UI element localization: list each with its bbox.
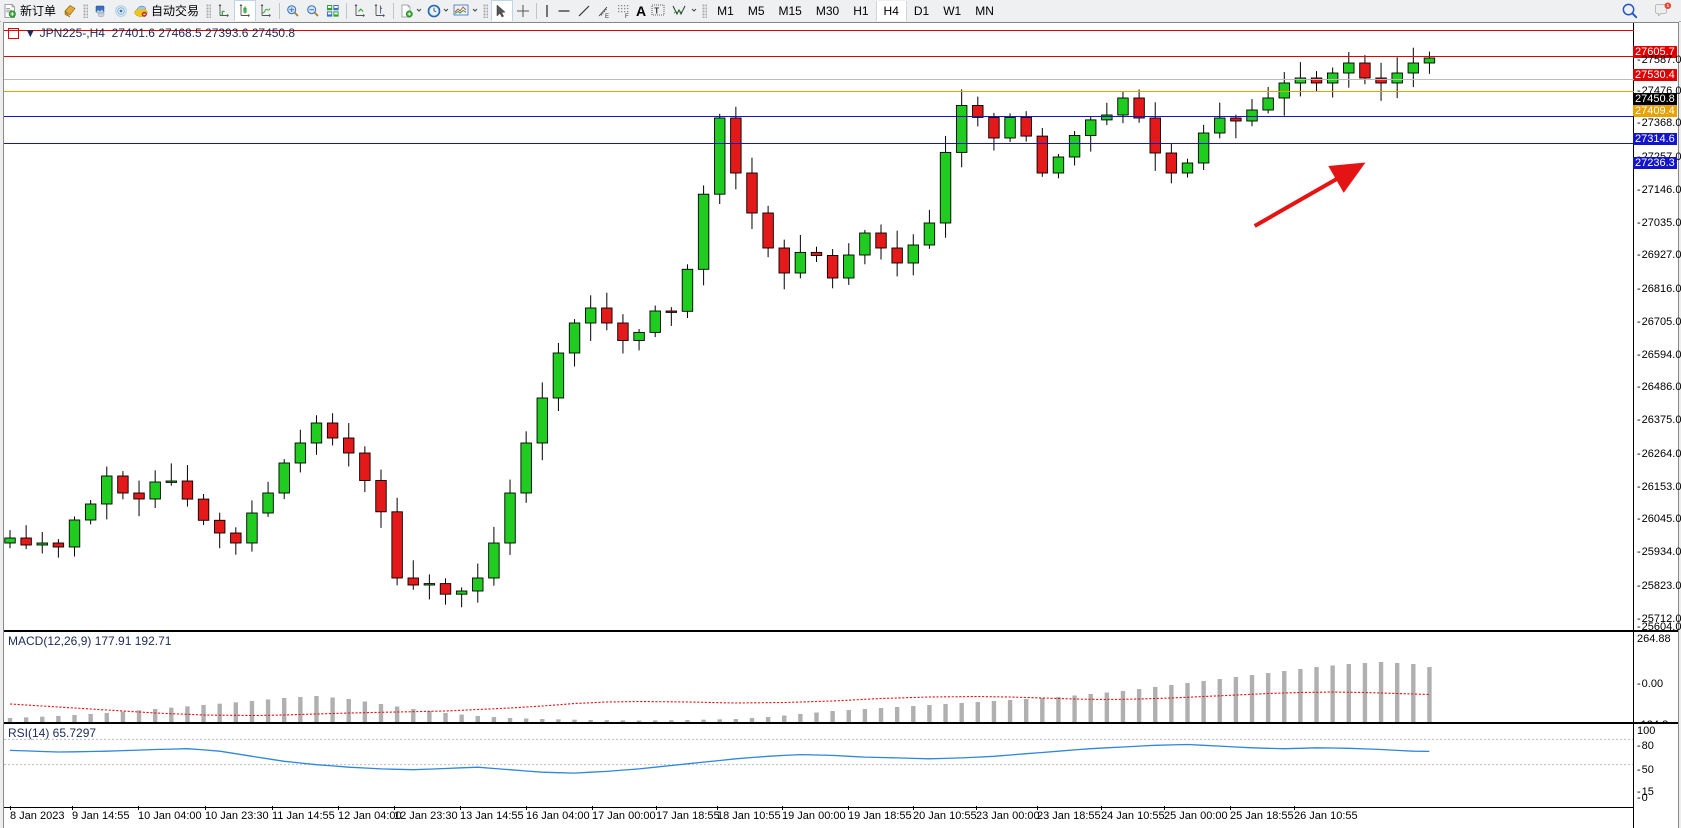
svg-text:F: F	[625, 14, 629, 19]
svg-text:E: E	[605, 14, 609, 19]
svg-text:1: 1	[1666, 3, 1669, 9]
svg-text:T: T	[654, 6, 659, 15]
